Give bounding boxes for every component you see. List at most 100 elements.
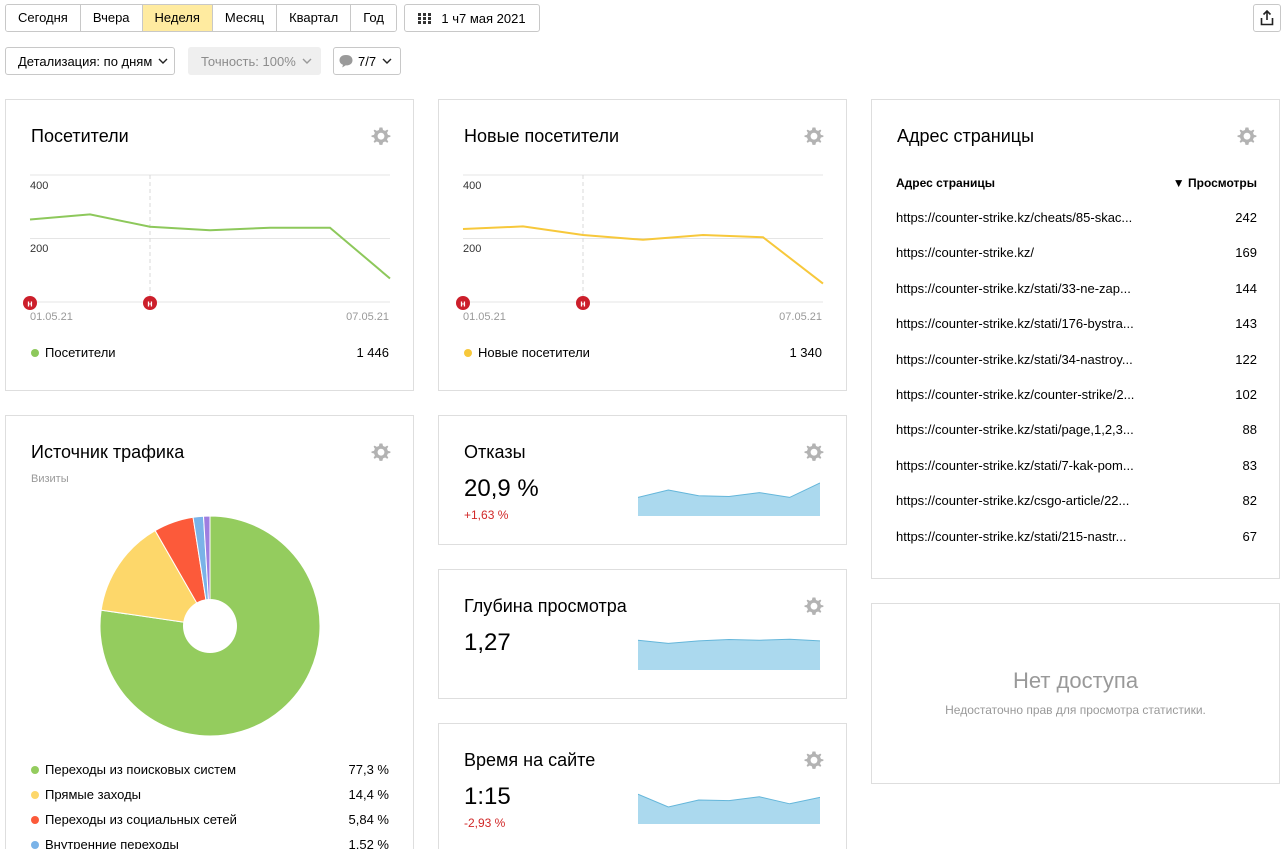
page-views: 143 — [1235, 316, 1257, 332]
bounce-sparkline — [638, 482, 820, 516]
y-tick-400: 400 — [463, 180, 482, 192]
period-month[interactable]: Месяц — [212, 5, 278, 31]
chevron-down-icon — [382, 58, 392, 64]
page-views: 67 — [1242, 528, 1257, 544]
legend-dot — [31, 348, 39, 357]
legend-dot — [31, 765, 39, 774]
column-header-url[interactable]: Адрес страницы — [896, 176, 995, 190]
page-url[interactable]: https://counter-strike.kz/stati/33-ne-za… — [896, 280, 1131, 296]
legend-row[interactable]: Переходы из поисковых систем 77,3 % — [31, 762, 389, 777]
legend-row[interactable]: Прямые заходы 14,4 % — [31, 787, 389, 802]
holiday-marker[interactable]: н — [456, 296, 470, 310]
legend-row: Новые посетители 1 340 — [464, 345, 822, 360]
legend-label: Переходы из социальных сетей — [45, 812, 237, 827]
end-date: 07.05.21 — [346, 311, 389, 323]
table-row[interactable]: https://counter-strike.kz/stati/176-byst… — [896, 316, 1257, 331]
table-row[interactable]: https://counter-strike.kz/stati/page,1,2… — [896, 422, 1257, 437]
page-url[interactable]: https://counter-strike.kz/ — [896, 245, 1034, 261]
page-url[interactable]: https://counter-strike.kz/stati/page,1,2… — [896, 422, 1134, 438]
card-subtitle: Визиты — [31, 473, 69, 485]
spark-area — [638, 794, 820, 824]
page-url[interactable]: https://counter-strike.kz/stati/215-nast… — [896, 528, 1127, 544]
date-range-button[interactable]: 1 ч7 мая 2021 — [404, 4, 540, 32]
legend-row[interactable]: Переходы из социальных сетей 5,84 % — [31, 812, 389, 827]
legend-total: 1 340 — [789, 345, 822, 360]
table-row[interactable]: https://counter-strike.kz/stati/33-ne-za… — [896, 281, 1257, 296]
holiday-marker[interactable]: н — [143, 296, 157, 310]
share-icon — [1260, 10, 1274, 26]
period-yesterday[interactable]: Вчера — [80, 5, 143, 31]
period-year[interactable]: Год — [351, 5, 396, 31]
holiday-marker[interactable]: н — [576, 296, 590, 310]
date-range-label: 1 ч7 мая 2021 — [441, 10, 526, 26]
accuracy-label: Точность: 100% — [201, 53, 296, 69]
table-row[interactable]: https://counter-strike.kz/stati/7-kak-po… — [896, 458, 1257, 473]
legend-value: 14,4 % — [348, 787, 389, 802]
period-today[interactable]: Сегодня — [6, 5, 81, 31]
gear-icon[interactable] — [804, 596, 824, 616]
spark-line — [638, 482, 820, 498]
page-url[interactable]: https://counter-strike.kz/stati/7-kak-po… — [896, 457, 1134, 473]
comments-dropdown[interactable]: 7/7 — [333, 47, 401, 75]
table-row[interactable]: https://counter-strike.kz/stati/34-nastr… — [896, 352, 1257, 367]
traffic-source-card: Источник трафика Визиты Переходы из поис… — [5, 415, 414, 849]
series-line — [29, 213, 391, 280]
card-title: Отказы — [464, 442, 526, 462]
page-url[interactable]: https://counter-strike.kz/stati/34-nastr… — [896, 351, 1133, 367]
table-row[interactable]: https://counter-strike.kz/cheats/85-skac… — [896, 210, 1257, 225]
svg-text:н: н — [460, 299, 465, 309]
legend-label: Новые посетители — [478, 345, 590, 360]
chevron-down-icon — [158, 58, 168, 64]
gear-icon[interactable] — [804, 442, 824, 462]
page-url[interactable]: https://counter-strike.kz/counter-strike… — [896, 387, 1135, 402]
pie-slice[interactable] — [100, 529, 211, 627]
card-title: Время на сайте — [464, 750, 596, 770]
detail-label: Детализация: по дням — [18, 53, 153, 69]
period-week[interactable]: Неделя — [142, 5, 213, 31]
spark-line — [638, 793, 820, 808]
spark-line — [638, 638, 820, 644]
depth-card: Глубина просмотра 1,27 — [438, 569, 847, 699]
export-button[interactable] — [1253, 4, 1281, 32]
column-header-views[interactable]: ▼ Просмотры — [1172, 176, 1257, 190]
depth-sparkline — [638, 638, 820, 670]
pie-hole — [183, 599, 237, 653]
time-sparkline — [638, 793, 820, 824]
card-title: Глубина просмотра — [464, 596, 627, 616]
page-views: 102 — [1235, 387, 1257, 402]
spark-area — [638, 639, 820, 670]
metric-value: 20,9 % — [464, 475, 539, 502]
legend-row: Посетители 1 446 — [31, 345, 389, 360]
legend-dot — [31, 790, 39, 799]
gear-icon[interactable] — [804, 750, 824, 770]
gear-icon[interactable] — [371, 126, 391, 146]
table-row[interactable]: https://counter-strike.kz/stati/215-nast… — [896, 529, 1257, 544]
detail-dropdown[interactable]: Детализация: по дням — [5, 47, 175, 75]
page-url[interactable]: https://counter-strike.kz/csgo-article/2… — [896, 493, 1130, 509]
no-access-subtitle: Недостаточно прав для просмотра статисти… — [945, 703, 1206, 717]
gear-icon[interactable] — [1237, 126, 1257, 146]
page-views: 242 — [1235, 210, 1257, 225]
table-row[interactable]: https://counter-strike.kz/169 — [896, 245, 1257, 260]
period-quarter[interactable]: Квартал — [277, 5, 352, 31]
page-url[interactable]: https://counter-strike.kz/stati/176-byst… — [896, 316, 1134, 332]
legend-row[interactable]: Внутренние переходы 1,52 % — [31, 837, 389, 849]
page-url[interactable]: https://counter-strike.kz/cheats/85-skac… — [896, 210, 1133, 225]
comments-label: 7/7 — [358, 53, 377, 69]
y-tick-200: 200 — [30, 243, 49, 255]
page-views: 82 — [1242, 493, 1257, 509]
page-views: 122 — [1235, 351, 1257, 367]
legend-total: 1 446 — [356, 345, 389, 360]
gear-icon[interactable] — [371, 442, 391, 462]
table-row[interactable]: https://counter-strike.kz/csgo-article/2… — [896, 493, 1257, 508]
card-title: Источник трафика — [31, 442, 185, 462]
accuracy-dropdown[interactable]: Точность: 100% — [188, 47, 321, 75]
no-access-card: Нет доступа Недостаточно прав для просмо… — [871, 603, 1280, 784]
holiday-marker[interactable]: н — [23, 296, 37, 310]
table-row[interactable]: https://counter-strike.kz/counter-strike… — [896, 387, 1257, 402]
chevron-down-icon — [302, 58, 312, 64]
gear-icon[interactable] — [804, 126, 824, 146]
pie-slice[interactable] — [202, 515, 211, 627]
no-access-title: Нет доступа — [1012, 668, 1139, 693]
